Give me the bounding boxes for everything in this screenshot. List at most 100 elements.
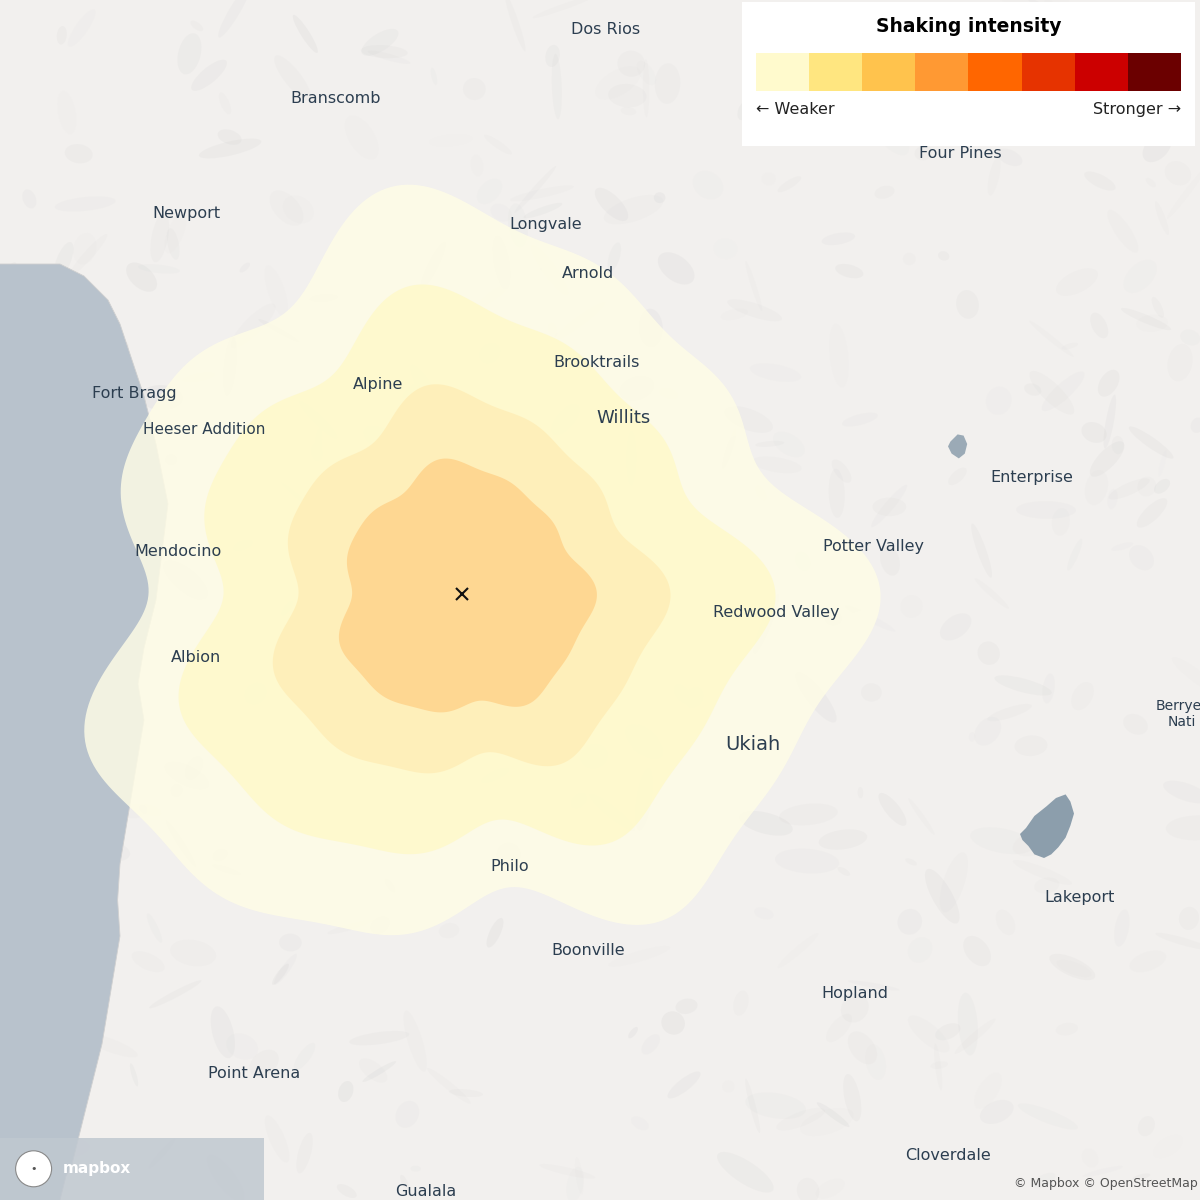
Ellipse shape (948, 468, 967, 485)
Ellipse shape (211, 864, 241, 876)
Ellipse shape (608, 84, 647, 107)
Text: Fort Bragg: Fort Bragg (92, 386, 176, 401)
Ellipse shape (403, 460, 421, 478)
Ellipse shape (186, 588, 202, 606)
Ellipse shape (871, 485, 907, 527)
Ellipse shape (484, 134, 512, 155)
Ellipse shape (337, 1184, 356, 1198)
Ellipse shape (940, 852, 968, 912)
Ellipse shape (955, 1019, 996, 1054)
Ellipse shape (403, 1010, 427, 1072)
Ellipse shape (274, 55, 311, 101)
Ellipse shape (718, 1152, 774, 1193)
Ellipse shape (419, 752, 434, 767)
Ellipse shape (938, 251, 949, 260)
Ellipse shape (492, 235, 511, 289)
Ellipse shape (62, 1031, 79, 1049)
Ellipse shape (244, 682, 268, 706)
Ellipse shape (637, 61, 656, 85)
Ellipse shape (527, 551, 577, 560)
Ellipse shape (307, 668, 347, 703)
Ellipse shape (1165, 815, 1200, 840)
Ellipse shape (581, 493, 622, 527)
Bar (916, 53, 968, 91)
Ellipse shape (240, 263, 250, 272)
Ellipse shape (486, 918, 504, 948)
Ellipse shape (869, 108, 910, 155)
Ellipse shape (126, 263, 157, 292)
Ellipse shape (191, 20, 203, 31)
Ellipse shape (1056, 269, 1098, 296)
Ellipse shape (1018, 1103, 1078, 1129)
Ellipse shape (1085, 470, 1108, 505)
Ellipse shape (431, 67, 437, 85)
Ellipse shape (4, 800, 18, 817)
Ellipse shape (844, 1074, 862, 1121)
Ellipse shape (1016, 502, 1076, 518)
Ellipse shape (278, 868, 300, 884)
Ellipse shape (997, 149, 1022, 166)
Bar (1075, 53, 1128, 91)
Ellipse shape (1030, 320, 1074, 356)
Ellipse shape (449, 1090, 482, 1097)
Ellipse shape (1042, 372, 1085, 412)
Ellipse shape (638, 308, 662, 347)
Ellipse shape (822, 233, 856, 245)
Ellipse shape (413, 523, 428, 546)
Ellipse shape (1049, 954, 1096, 980)
Ellipse shape (956, 290, 979, 319)
Ellipse shape (334, 784, 368, 806)
Ellipse shape (988, 704, 1032, 721)
Ellipse shape (1090, 442, 1124, 476)
Ellipse shape (163, 560, 209, 600)
Ellipse shape (539, 1164, 595, 1178)
Ellipse shape (1129, 426, 1174, 458)
Ellipse shape (0, 962, 10, 976)
Ellipse shape (1180, 330, 1200, 346)
Text: Four Pines: Four Pines (919, 146, 1001, 161)
Ellipse shape (0, 960, 22, 1002)
Ellipse shape (779, 804, 838, 826)
Ellipse shape (308, 294, 338, 302)
Bar (0, 1138, 264, 1200)
Ellipse shape (1156, 932, 1200, 950)
Ellipse shape (26, 1136, 89, 1159)
Ellipse shape (1027, 0, 1063, 18)
Ellipse shape (1178, 907, 1199, 930)
Ellipse shape (739, 811, 793, 835)
Ellipse shape (659, 388, 679, 400)
Ellipse shape (1138, 476, 1156, 497)
Ellipse shape (68, 312, 106, 332)
Ellipse shape (76, 419, 95, 448)
Ellipse shape (170, 784, 182, 797)
Ellipse shape (608, 946, 671, 967)
Text: © Mapbox © OpenStreetMap: © Mapbox © OpenStreetMap (1014, 1177, 1198, 1190)
Ellipse shape (1108, 488, 1117, 509)
Ellipse shape (667, 1072, 701, 1098)
Ellipse shape (796, 672, 836, 722)
Ellipse shape (166, 454, 178, 466)
Text: Stronger →: Stronger → (1093, 102, 1181, 116)
Ellipse shape (455, 554, 487, 588)
Ellipse shape (54, 242, 73, 278)
Ellipse shape (1154, 479, 1170, 493)
Ellipse shape (515, 166, 556, 212)
Ellipse shape (223, 336, 236, 396)
Ellipse shape (722, 427, 737, 469)
Ellipse shape (505, 0, 526, 52)
Ellipse shape (650, 620, 688, 636)
Ellipse shape (388, 487, 409, 515)
Ellipse shape (65, 677, 84, 695)
Ellipse shape (826, 1014, 852, 1042)
Ellipse shape (1104, 395, 1116, 449)
Ellipse shape (908, 1015, 949, 1052)
Ellipse shape (211, 1007, 235, 1058)
Ellipse shape (479, 342, 500, 364)
Ellipse shape (336, 676, 395, 702)
Text: Willits: Willits (596, 408, 652, 426)
Ellipse shape (988, 157, 1001, 196)
Ellipse shape (995, 0, 1058, 12)
Ellipse shape (833, 599, 876, 614)
Ellipse shape (569, 520, 602, 532)
Ellipse shape (1111, 436, 1124, 454)
